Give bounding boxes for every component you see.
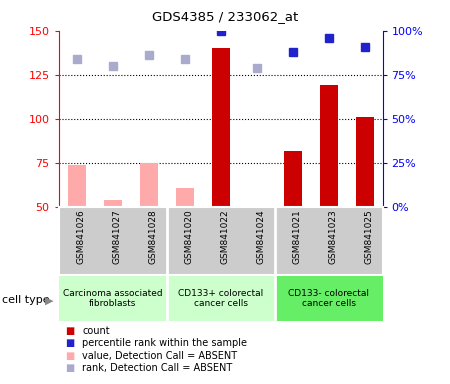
Text: GSM841026: GSM841026 [76,209,86,264]
Text: GDS4385 / 233062_at: GDS4385 / 233062_at [152,10,298,23]
Text: ■: ■ [65,351,75,361]
Bar [212,48,230,207]
Text: GSM841025: GSM841025 [364,209,373,264]
Bar [58,276,166,321]
Text: GSM841023: GSM841023 [328,209,338,264]
Text: value, Detection Call = ABSENT: value, Detection Call = ABSENT [82,351,238,361]
Text: CD133- colorectal
cancer cells: CD133- colorectal cancer cells [288,289,369,308]
Bar [248,205,266,207]
Bar [104,200,122,207]
Text: GSM841022: GSM841022 [220,209,230,264]
Text: Carcinoma associated
fibroblasts: Carcinoma associated fibroblasts [63,289,162,308]
Text: GSM841028: GSM841028 [148,209,157,264]
Bar [284,151,302,207]
Text: GSM841020: GSM841020 [184,209,194,264]
Text: cell type: cell type [2,295,50,305]
Bar [140,163,158,207]
Text: ■: ■ [65,363,75,373]
Bar [356,117,373,207]
Text: GSM841021: GSM841021 [292,209,302,264]
Bar [274,276,382,321]
Text: ■: ■ [65,326,75,336]
Bar [176,188,194,207]
Bar [68,165,86,207]
Text: percentile rank within the sample: percentile rank within the sample [82,338,248,348]
Bar [166,276,274,321]
Text: ■: ■ [65,338,75,348]
Text: CD133+ colorectal
cancer cells: CD133+ colorectal cancer cells [178,289,263,308]
Text: GSM841027: GSM841027 [112,209,122,264]
Text: GSM841024: GSM841024 [256,209,266,264]
Text: rank, Detection Call = ABSENT: rank, Detection Call = ABSENT [82,363,233,373]
Text: count: count [82,326,110,336]
Text: ▶: ▶ [45,295,53,305]
Bar [320,86,338,207]
